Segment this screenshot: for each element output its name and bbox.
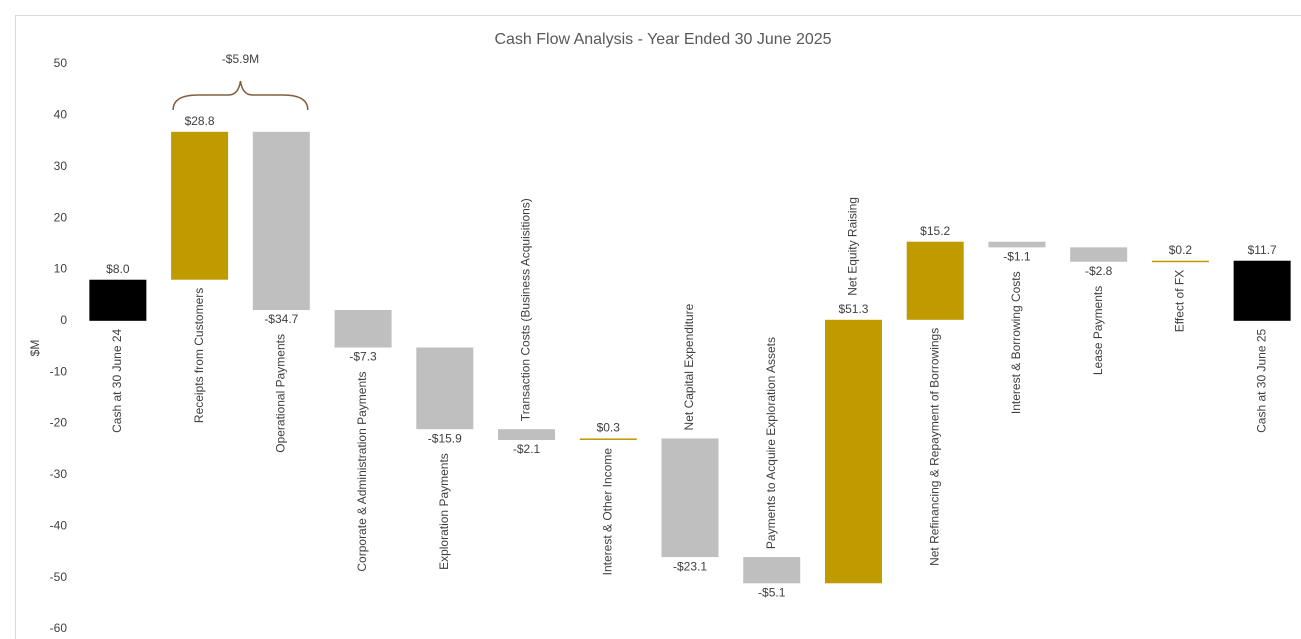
value-label: -$2.8	[1085, 264, 1113, 278]
bar	[89, 279, 147, 321]
value-label: -$15.9	[428, 431, 462, 445]
y-tick-label: 0	[60, 313, 67, 327]
category-label: Cash at 30 June 24	[110, 328, 124, 432]
bar	[252, 131, 310, 311]
bar	[906, 241, 964, 320]
y-tick-label: -60	[50, 621, 68, 635]
y-tick-label: -20	[50, 416, 68, 430]
category-label: Cash at 30 June 25	[1254, 328, 1268, 432]
value-label: -$1.1	[1003, 250, 1031, 264]
value-label: $15.2	[920, 224, 950, 238]
category-label: Net Refinancing & Repayment of Borrowing…	[927, 328, 941, 566]
bar	[171, 131, 229, 280]
category-label: Interest & Other Income	[600, 448, 614, 576]
annotation: -$5.9M	[222, 52, 259, 66]
annotation-brace	[172, 80, 309, 111]
bar	[1151, 260, 1209, 263]
category-label: Effect of FX	[1173, 270, 1187, 332]
value-label: $0.3	[597, 421, 621, 435]
bar	[1070, 247, 1128, 262]
bar	[579, 438, 637, 440]
y-tick-label: -10	[50, 364, 68, 378]
y-tick-label: 40	[54, 108, 68, 122]
bar	[498, 429, 556, 440]
y-tick-label: 30	[54, 159, 68, 173]
value-label: $0.2	[1169, 243, 1193, 257]
bar	[416, 347, 474, 430]
category-label: Corporate & Administration Payments	[355, 372, 369, 572]
category-label: Payments to Acquire Exploration Assets	[764, 337, 778, 549]
value-label: $51.3	[838, 302, 868, 316]
category-label: Interest & Borrowing Costs	[1009, 271, 1023, 414]
bar	[1233, 260, 1291, 321]
y-tick-label: -50	[50, 570, 68, 584]
value-label: -$5.1	[758, 585, 786, 599]
value-label: $11.7	[1248, 243, 1277, 257]
bar	[988, 241, 1046, 248]
y-tick-label: 50	[54, 56, 68, 70]
value-label: -$7.3	[349, 350, 377, 364]
chart-border	[15, 15, 1301, 639]
category-label: Lease Payments	[1091, 286, 1105, 375]
category-label: Operational Payments	[274, 334, 288, 453]
value-label: -$23.1	[673, 559, 707, 573]
value-label: $8.0	[106, 262, 130, 276]
value-label: -$34.7	[264, 312, 298, 326]
chart-title: Cash Flow Analysis - Year Ended 30 June …	[494, 31, 831, 48]
y-tick-label: -30	[50, 467, 68, 481]
bar	[661, 438, 719, 558]
category-label: Receipts from Customers	[192, 288, 206, 423]
y-axis-label: $M	[28, 340, 42, 357]
category-label: Transaction Costs (Business Acquisitions…	[519, 198, 533, 421]
y-tick-label: 10	[54, 262, 68, 276]
category-label: Net Equity Raising	[846, 197, 860, 296]
bar	[824, 319, 882, 584]
y-tick-label: -40	[50, 518, 68, 532]
category-label: Net Capital Expenditure	[682, 303, 696, 430]
bar	[743, 557, 801, 584]
category-label: Exploration Payments	[437, 453, 451, 570]
y-tick-label: 20	[54, 210, 68, 224]
value-label: $28.8	[185, 114, 215, 128]
bar	[334, 310, 392, 348]
value-label: -$2.1	[513, 442, 541, 456]
